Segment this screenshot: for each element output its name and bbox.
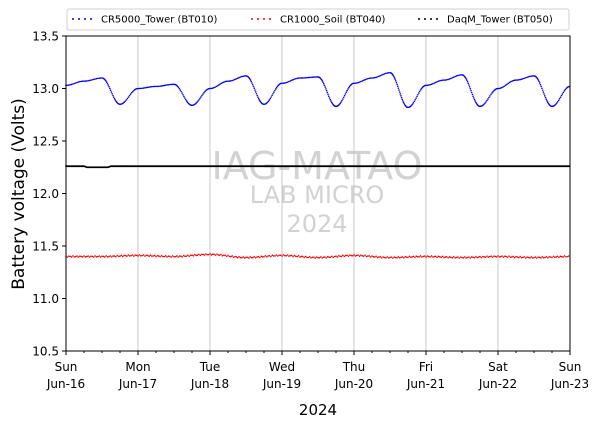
y-tick-label: 10.5	[32, 345, 59, 359]
legend-label: CR5000_Tower (BT010)	[101, 15, 217, 26]
series-1	[65, 253, 570, 259]
x-tick-day-label: Tue	[199, 360, 221, 374]
series-line	[65, 165, 571, 169]
legend-marker	[84, 18, 86, 20]
y-tick-label: 12.5	[32, 135, 59, 149]
series-0	[65, 71, 570, 109]
watermark: IAG-MATAO LAB MICRO 2024	[211, 144, 422, 238]
x-tick-date-label: Jun-22	[478, 377, 517, 391]
x-tick-date-label: Jun-19	[262, 377, 301, 391]
legend-item: DaqM_Tower (BT050)	[418, 15, 553, 26]
y-tick-label: 13.0	[32, 82, 59, 96]
y-tick-label: 13.5	[32, 30, 59, 44]
legend-marker	[78, 18, 80, 20]
x-axis-ticks: Sun Jun-16 Mon Jun-17 Tue Jun-18 Wed Jun-19 Thu J…	[46, 351, 589, 391]
x-tick-date-label: Jun-21	[406, 377, 445, 391]
legend-marker	[418, 18, 420, 20]
y-axis-label: Battery voltage (Volts)	[9, 98, 29, 289]
legend-items: CR5000_Tower (BT010) CR1000_Soil (BT040) D…	[72, 15, 553, 26]
series-line	[65, 253, 570, 259]
legend-item: CR5000_Tower (BT010)	[72, 15, 217, 26]
legend-label: DaqM_Tower (BT050)	[447, 15, 553, 26]
series-2	[65, 165, 571, 169]
x-tick-date-label: Jun-23	[550, 377, 589, 391]
y-tick-label: 12.0	[32, 187, 59, 201]
series-line	[65, 71, 570, 109]
legend-label: CR1000_Soil (BT040)	[280, 15, 386, 26]
watermark-line3: 2024	[286, 210, 347, 238]
legend-marker	[72, 18, 74, 20]
legend-marker	[269, 18, 271, 20]
x-tick-day-label: Sun	[559, 360, 582, 374]
x-tick-day-label: Wed	[269, 360, 295, 374]
legend-marker	[90, 18, 92, 20]
series-layer	[65, 71, 571, 259]
legend-box	[66, 8, 570, 31]
legend-marker	[424, 18, 426, 20]
watermark-line2: LAB MICRO	[250, 181, 385, 209]
legend-marker	[436, 18, 438, 20]
x-tick-day-label: Sat	[488, 360, 508, 374]
legend-marker	[251, 18, 253, 20]
x-tick-date-label: Jun-16	[46, 377, 85, 391]
legend-marker	[430, 18, 432, 20]
y-tick-label: 11.5	[32, 240, 59, 254]
x-axis-label: 2024	[299, 401, 337, 419]
legend-item: CR1000_Soil (BT040)	[251, 15, 386, 26]
x-tick-date-label: Jun-17	[118, 377, 157, 391]
legend-marker	[257, 18, 259, 20]
x-tick-day-label: Thu	[342, 360, 366, 374]
legend-marker	[263, 18, 265, 20]
legend: CR5000_Tower (BT010) CR1000_Soil (BT040) D…	[66, 8, 570, 31]
x-tick-date-label: Jun-20	[334, 377, 373, 391]
y-tick-label: 11.0	[32, 292, 59, 306]
y-axis-ticks: 10.5 11.0 11.5 12.0 12.5 13.0 13.5	[32, 30, 66, 359]
x-tick-date-label: Jun-18	[190, 377, 229, 391]
x-tick-day-label: Mon	[125, 360, 150, 374]
x-tick-day-label: Sun	[55, 360, 78, 374]
x-tick-day-label: Fri	[419, 360, 433, 374]
